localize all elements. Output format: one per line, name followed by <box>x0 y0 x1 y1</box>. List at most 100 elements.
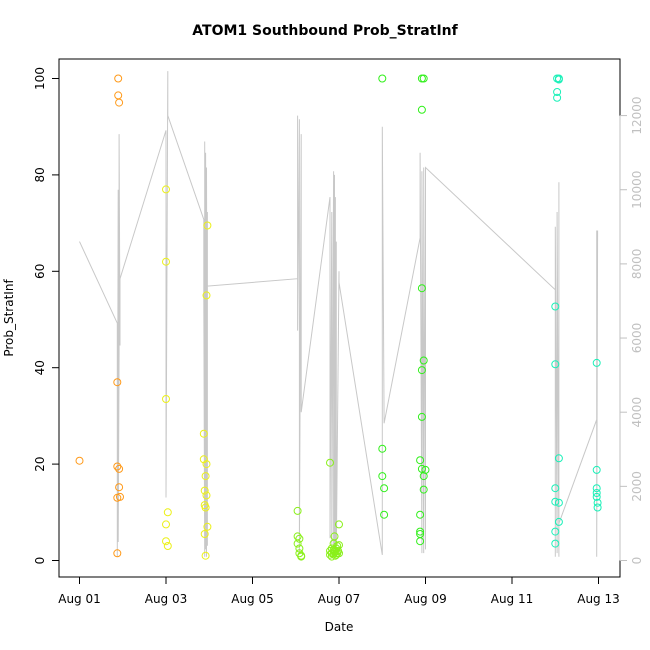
data-point <box>554 517 563 526</box>
data-point <box>416 456 425 465</box>
data-point <box>203 221 212 230</box>
y-tick-label: 20 <box>33 456 47 471</box>
data-point <box>162 537 170 546</box>
data-point <box>162 257 170 266</box>
data-point <box>419 485 428 494</box>
data-point <box>417 464 426 473</box>
data-point <box>293 539 302 548</box>
data-point <box>335 520 343 529</box>
data-point <box>551 360 560 369</box>
data-point <box>162 520 170 529</box>
secondary-line-layer <box>79 71 599 557</box>
data-point <box>116 492 124 501</box>
data-point <box>330 546 339 555</box>
data-point <box>553 93 562 102</box>
data-point <box>593 503 602 512</box>
x-axis-title: Date <box>325 620 354 634</box>
plot-area <box>58 58 621 578</box>
data-point <box>592 465 601 474</box>
data-point <box>201 472 210 481</box>
data-point <box>378 74 387 83</box>
data-point <box>202 291 211 300</box>
plot-frame <box>58 58 621 578</box>
data-point <box>417 412 426 421</box>
data-point <box>113 549 122 558</box>
secondary-y-axis: 0 2000 4000 6000 8000 10000 12000 <box>619 96 644 565</box>
x-tick-label: Aug 11 <box>491 592 534 606</box>
data-point <box>551 484 560 493</box>
data-point <box>554 454 563 463</box>
data-point <box>416 527 425 536</box>
data-point <box>203 522 212 531</box>
data-point <box>297 552 306 561</box>
data-point <box>114 91 123 100</box>
y-tick-label: 100 <box>33 67 47 90</box>
x-tick-label: Aug 01 <box>58 592 101 606</box>
data-point <box>200 530 209 538</box>
y2-tick-label: 4000 <box>630 397 644 428</box>
data-point <box>113 462 122 471</box>
data-point <box>201 551 210 560</box>
data-point <box>335 549 343 558</box>
y2-tick-label: 0 <box>630 557 644 565</box>
data-point <box>551 539 560 548</box>
data-point <box>417 105 426 114</box>
data-point <box>380 510 389 519</box>
y2-tick-label: 6000 <box>630 323 644 354</box>
y-tick-label: 80 <box>33 167 47 182</box>
x-tick-label: Aug 03 <box>145 592 188 606</box>
y-axis: 0 20 40 60 80 100 <box>33 67 60 564</box>
y2-tick-label: 2000 <box>630 471 644 502</box>
data-point <box>592 484 601 493</box>
data-point <box>202 491 211 500</box>
data-point <box>419 356 428 365</box>
data-point <box>416 537 425 546</box>
data-point <box>554 498 563 507</box>
x-tick-label: Aug 05 <box>231 592 274 606</box>
y2-tick-label: 8000 <box>630 249 644 280</box>
data-point <box>592 492 601 501</box>
data-point <box>295 544 304 553</box>
data-point <box>162 395 170 403</box>
data-point <box>200 486 209 495</box>
data-point <box>163 508 172 517</box>
data-point <box>330 532 339 541</box>
y-tick-label: 40 <box>33 360 47 375</box>
data-point <box>295 534 304 543</box>
y2-tick-label: 12000 <box>630 96 644 134</box>
data-point <box>419 74 428 83</box>
y-tick-label: 60 <box>33 264 47 279</box>
data-point <box>378 444 387 453</box>
x-tick-label: Aug 13 <box>577 592 620 606</box>
chart-title: ATOM1 Southbound Prob_StratInf <box>192 23 458 39</box>
data-point <box>163 542 172 550</box>
data-point <box>293 506 302 515</box>
data-point <box>417 284 426 293</box>
data-point <box>199 429 208 438</box>
data-point <box>75 456 84 465</box>
points-layer <box>75 74 602 561</box>
data-point <box>293 532 302 541</box>
data-point <box>115 483 124 492</box>
x-tick-label: Aug 07 <box>318 592 361 606</box>
data-point <box>335 541 343 550</box>
data-point <box>551 497 560 506</box>
x-axis: Aug 01 Aug 03 Aug 05 Aug 07 Aug 09 Aug 11 Aug … <box>58 576 620 606</box>
data-point <box>115 98 124 107</box>
data-point <box>417 366 426 375</box>
x-tick-label: Aug 09 <box>404 592 447 606</box>
data-point <box>551 527 560 536</box>
data-point <box>553 88 562 96</box>
data-point <box>114 74 123 83</box>
data-point <box>199 455 208 464</box>
data-point <box>202 460 211 469</box>
y-axis-title: Prob_StratInf <box>2 279 16 357</box>
data-point <box>380 484 389 493</box>
data-point <box>592 489 601 497</box>
secondary-series-line <box>79 71 599 557</box>
y2-tick-label: 10000 <box>630 171 644 209</box>
data-point <box>593 498 602 507</box>
data-point <box>551 302 560 311</box>
data-point <box>113 378 122 387</box>
